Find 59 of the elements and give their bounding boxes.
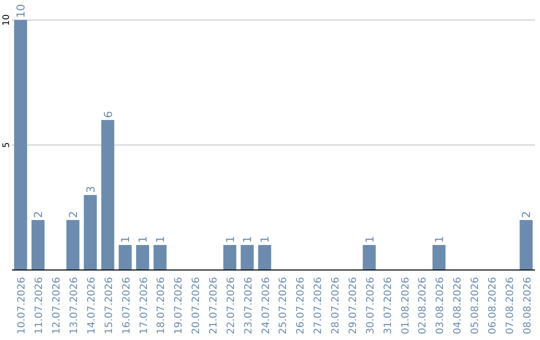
- x-tick-label: 19.07.2026: [174, 277, 185, 334]
- data-label: 10: [14, 4, 28, 18]
- bar: [154, 245, 167, 270]
- bar: [136, 245, 150, 270]
- x-tick-label: 24.07.2026: [260, 277, 272, 334]
- bar: [240, 245, 254, 270]
- x-tick-label: 21.07.2026: [208, 277, 220, 334]
- x-tick-label: 28.07.2026: [330, 277, 342, 334]
- data-label: 1: [224, 236, 237, 243]
- x-tick-label: 27.07.2026: [313, 277, 324, 334]
- x-tick-label: 15.07.2026: [104, 277, 115, 334]
- y-tick-label: 5: [2, 142, 12, 148]
- x-tick-label: 07.08.2026: [504, 277, 516, 334]
- x-tick-label: 06.08.2026: [487, 277, 498, 334]
- data-label: 3: [84, 186, 98, 193]
- data-label: 2: [520, 211, 534, 218]
- data-label: 1: [119, 236, 132, 243]
- bar: [66, 220, 80, 270]
- x-tick-label: 10.07.2026: [16, 277, 28, 334]
- bar: [84, 195, 97, 270]
- x-tick-label: 17.07.2026: [138, 277, 150, 334]
- data-label: 2: [66, 211, 80, 218]
- data-label: 2: [32, 211, 46, 218]
- x-tick-label: 12.07.2026: [52, 277, 63, 334]
- data-label: 1: [241, 236, 254, 243]
- bar: [118, 245, 132, 270]
- data-label: 1: [258, 236, 272, 243]
- bar: [258, 245, 272, 270]
- bar: [14, 20, 28, 270]
- x-tick-label: 14.07.2026: [86, 277, 98, 334]
- x-tick-label: 30.07.2026: [365, 277, 376, 334]
- x-tick-label: 08.08.2026: [522, 277, 534, 334]
- x-tick-label: 25.07.2026: [278, 277, 290, 334]
- x-tick-label: 03.08.2026: [435, 277, 446, 334]
- x-tick-label: 02.08.2026: [418, 277, 429, 334]
- x-tick-label: 18.07.2026: [156, 277, 168, 334]
- x-tick-label: 23.07.2026: [243, 277, 254, 334]
- bar: [32, 220, 45, 270]
- bar: [362, 245, 376, 270]
- bar: [223, 245, 236, 270]
- x-tick-label: 22.07.2026: [226, 277, 237, 334]
- data-label: 1: [154, 236, 168, 243]
- bar: [432, 245, 446, 270]
- bar: [101, 120, 114, 270]
- x-tick-label: 13.07.2026: [69, 277, 80, 334]
- x-tick-label: 31.07.2026: [382, 277, 394, 334]
- data-label: 1: [136, 236, 150, 243]
- data-label: 1: [363, 236, 376, 243]
- x-tick-label: 01.08.2026: [400, 277, 412, 334]
- x-tick-label: 29.07.2026: [348, 277, 359, 334]
- data-label: 1: [432, 236, 446, 243]
- x-tick-label: 11.07.2026: [34, 277, 46, 334]
- x-tick-label: 26.07.2026: [296, 277, 307, 334]
- x-tick-label: 16.07.2026: [121, 277, 132, 334]
- data-label: 6: [102, 111, 115, 118]
- x-tick-label: 05.08.2026: [470, 277, 481, 334]
- x-tick-label: 04.08.2026: [452, 277, 464, 334]
- x-tick-label: 20.07.2026: [191, 277, 202, 334]
- bar: [520, 220, 533, 270]
